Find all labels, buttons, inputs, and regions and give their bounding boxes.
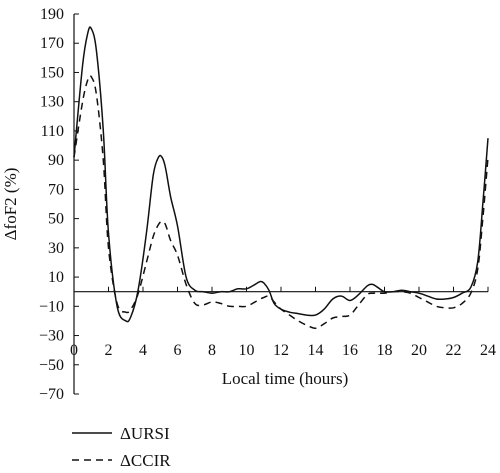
- y-tick-label: 10: [48, 269, 64, 286]
- x-tick-label: 0: [70, 342, 78, 359]
- x-tick-label: 10: [239, 342, 255, 359]
- x-tick-label: 6: [174, 342, 182, 359]
- legend-label-ursi: ΔURSI: [120, 424, 170, 443]
- y-tick-label: 130: [40, 94, 64, 111]
- y-tick-label: 70: [48, 181, 64, 198]
- x-tick-label: 4: [139, 342, 147, 359]
- y-tick-label: −30: [39, 328, 64, 345]
- y-tick-label: 190: [40, 6, 64, 23]
- x-tick-label: 24: [480, 342, 496, 359]
- x-axis-title: Local time (hours): [222, 369, 349, 388]
- y-tick-label: 90: [48, 152, 64, 169]
- legend: ΔURSI ΔCCIR: [72, 424, 171, 470]
- y-axis-title: ΔfoF2 (%): [1, 168, 20, 241]
- x-tick-label: 14: [308, 342, 324, 359]
- y-tick-label: 170: [40, 35, 64, 52]
- x-tick-label: 2: [105, 342, 113, 359]
- x-tick-label: 18: [377, 342, 393, 359]
- legend-label-ccir: ΔCCIR: [120, 451, 171, 470]
- series-line-ursi: [73, 26, 489, 323]
- x-tick-label: 22: [446, 342, 462, 359]
- x-tick-label: 12: [273, 342, 289, 359]
- x-tick-label: 16: [342, 342, 358, 359]
- y-tick-label: −50: [39, 357, 64, 374]
- y-tick-label: 30: [48, 240, 64, 257]
- series-layer: [73, 26, 489, 329]
- y-tick-label: −10: [39, 298, 64, 315]
- x-tick-label: 20: [411, 342, 427, 359]
- y-tick-label: −70: [39, 386, 64, 403]
- y-tick-label: 110: [41, 123, 64, 140]
- x-tick-label: 8: [208, 342, 216, 359]
- y-tick-label: 150: [40, 64, 64, 81]
- y-tick-label: 50: [48, 211, 64, 228]
- series-line-ccir: [73, 74, 489, 329]
